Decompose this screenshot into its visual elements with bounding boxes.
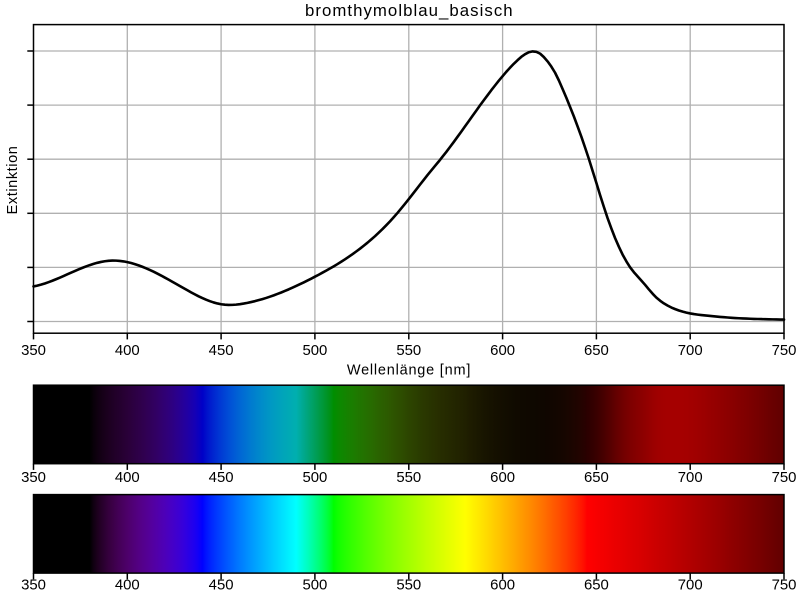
svg-text:350: 350 <box>21 343 46 359</box>
svg-text:450: 450 <box>209 470 234 486</box>
svg-text:550: 550 <box>396 470 421 486</box>
svg-text:Wellenlänge [nm]: Wellenlänge [nm] <box>347 362 471 378</box>
svg-text:450: 450 <box>209 343 234 359</box>
svg-text:700: 700 <box>678 577 703 593</box>
svg-text:bromthymolblau_basisch: bromthymolblau_basisch <box>305 1 514 20</box>
svg-text:600: 600 <box>490 577 515 593</box>
svg-text:Extinktion: Extinktion <box>5 146 21 215</box>
svg-text:700: 700 <box>678 470 703 486</box>
svg-text:600: 600 <box>490 470 515 486</box>
svg-text:350: 350 <box>21 470 46 486</box>
svg-text:450: 450 <box>209 577 234 593</box>
svg-text:750: 750 <box>772 470 797 486</box>
svg-text:500: 500 <box>302 343 327 359</box>
svg-text:400: 400 <box>115 577 140 593</box>
svg-text:750: 750 <box>772 343 797 359</box>
svg-text:350: 350 <box>21 577 46 593</box>
svg-text:500: 500 <box>302 470 327 486</box>
svg-text:600: 600 <box>490 343 515 359</box>
svg-text:500: 500 <box>302 577 327 593</box>
svg-text:700: 700 <box>678 343 703 359</box>
svg-text:650: 650 <box>584 343 609 359</box>
svg-text:550: 550 <box>396 577 421 593</box>
svg-text:550: 550 <box>396 343 421 359</box>
svg-text:400: 400 <box>115 470 140 486</box>
svg-text:750: 750 <box>772 577 797 593</box>
svg-text:650: 650 <box>584 470 609 486</box>
svg-text:400: 400 <box>115 343 140 359</box>
svg-text:650: 650 <box>584 577 609 593</box>
